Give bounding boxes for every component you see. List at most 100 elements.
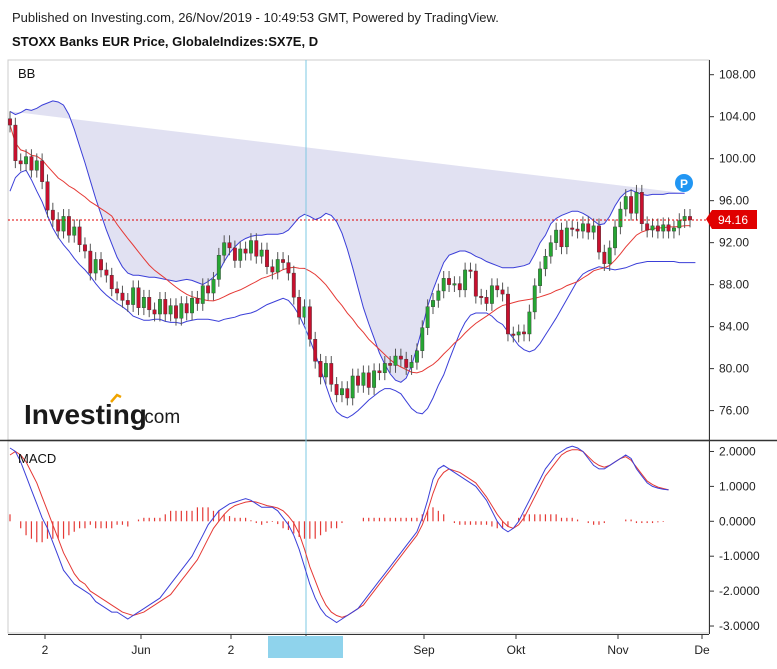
candle-body (157, 299, 162, 315)
candle-body (495, 285, 500, 291)
candle-body (586, 223, 591, 233)
candle-body (179, 303, 184, 319)
candle-body (45, 181, 50, 211)
candle-body (163, 299, 168, 315)
bb-panel-label: BB (18, 66, 35, 81)
macd-signal-line (9, 449, 669, 618)
candle-body (580, 223, 585, 232)
candle-body (184, 303, 189, 314)
candle-body (409, 362, 414, 368)
axis-layer: 108.00 104.00 100.00 96.00 92.00 88.00 84.00 80… (42, 68, 760, 657)
candle-body (425, 306, 430, 328)
candle-body (629, 196, 634, 214)
candle-body (313, 339, 318, 362)
candle-body (688, 216, 692, 221)
candle-body (104, 269, 109, 276)
candle-body (602, 251, 607, 264)
candle-body (72, 226, 77, 236)
candle-body (195, 298, 200, 304)
candle-body (249, 240, 253, 254)
price-tick-label: 88.00 (719, 278, 749, 292)
candle-body (275, 259, 280, 273)
price-tick-label: 96.00 (719, 194, 749, 208)
candle-body (216, 255, 221, 280)
candle-body (613, 226, 617, 249)
candle-body (538, 268, 543, 286)
candle-body (13, 124, 18, 161)
logo-suffix: .com (139, 407, 180, 428)
candle-body (570, 227, 575, 230)
candle-body (323, 363, 328, 378)
candle-body (147, 297, 152, 311)
candle-body (559, 229, 564, 248)
candle-body (372, 370, 377, 388)
candle-body (591, 225, 596, 233)
candle-body (109, 274, 114, 290)
candle-body (136, 287, 141, 308)
candle-body (639, 192, 644, 224)
candle-body (447, 278, 451, 285)
candle-body (682, 216, 687, 221)
p-marker-label: P (680, 177, 688, 191)
candle-body (506, 293, 510, 335)
price-tick-label: 84.00 (719, 320, 749, 334)
price-tick-label: 92.00 (719, 236, 749, 250)
candle-body (382, 363, 387, 374)
time-tick-label: Jun (131, 643, 150, 657)
candle-body (393, 355, 398, 366)
candle-body (484, 297, 489, 304)
macd-tick-label: -3.0000 (719, 619, 760, 633)
candle-body (115, 288, 120, 294)
price-tick-label: 76.00 (719, 404, 749, 418)
candle-body (222, 242, 227, 256)
candle-body (345, 388, 350, 399)
candle-body (334, 384, 339, 396)
candle-body (29, 156, 34, 171)
candle-body (40, 160, 45, 182)
published-line: Published on Investing.com, 26/Nov/2019 … (12, 10, 499, 25)
candle-body (661, 224, 666, 232)
candle-body (473, 270, 478, 297)
candle-body (152, 309, 157, 315)
candle-body (232, 247, 237, 261)
macd-tick-label: 1.0000 (719, 479, 756, 493)
macd-tick-label: 0.0000 (719, 514, 756, 528)
candle-body (18, 160, 23, 165)
candle-body (436, 290, 441, 301)
candle-body (388, 363, 393, 366)
candle-body (441, 278, 446, 292)
candle-body (366, 372, 371, 388)
candle-body (24, 156, 28, 165)
p-marker[interactable]: P (675, 174, 693, 192)
candle-body (307, 306, 312, 340)
time-tick-label: 2 (42, 643, 49, 657)
candle-body (318, 361, 323, 378)
candle-body (291, 272, 296, 298)
time-tick-label: Okt (507, 643, 526, 657)
p-marker-circle[interactable] (675, 174, 693, 192)
last-price-tag: 94.16 (706, 210, 757, 229)
candle-body (131, 287, 136, 305)
time-tick-label: 2 (228, 643, 235, 657)
candle-body (174, 305, 178, 319)
macd-tick-label: -1.0000 (719, 549, 760, 563)
candle-body (286, 262, 291, 274)
bb-lower-line (9, 169, 696, 419)
time-tick-label: Nov (607, 643, 628, 657)
candle-body (254, 240, 259, 257)
candle-body (8, 118, 12, 126)
candle-body (511, 333, 516, 336)
price-layer (8, 60, 709, 634)
candle-body (83, 244, 87, 252)
candle-body (500, 289, 505, 295)
last-price-value: 94.16 (718, 213, 748, 227)
candle-body (623, 196, 628, 210)
candle-body (548, 242, 553, 257)
price-tick-label: 108.00 (719, 68, 756, 82)
candle-body (99, 259, 103, 271)
candle-body (420, 327, 425, 351)
candle-body (607, 247, 612, 264)
candle-body (200, 285, 205, 304)
